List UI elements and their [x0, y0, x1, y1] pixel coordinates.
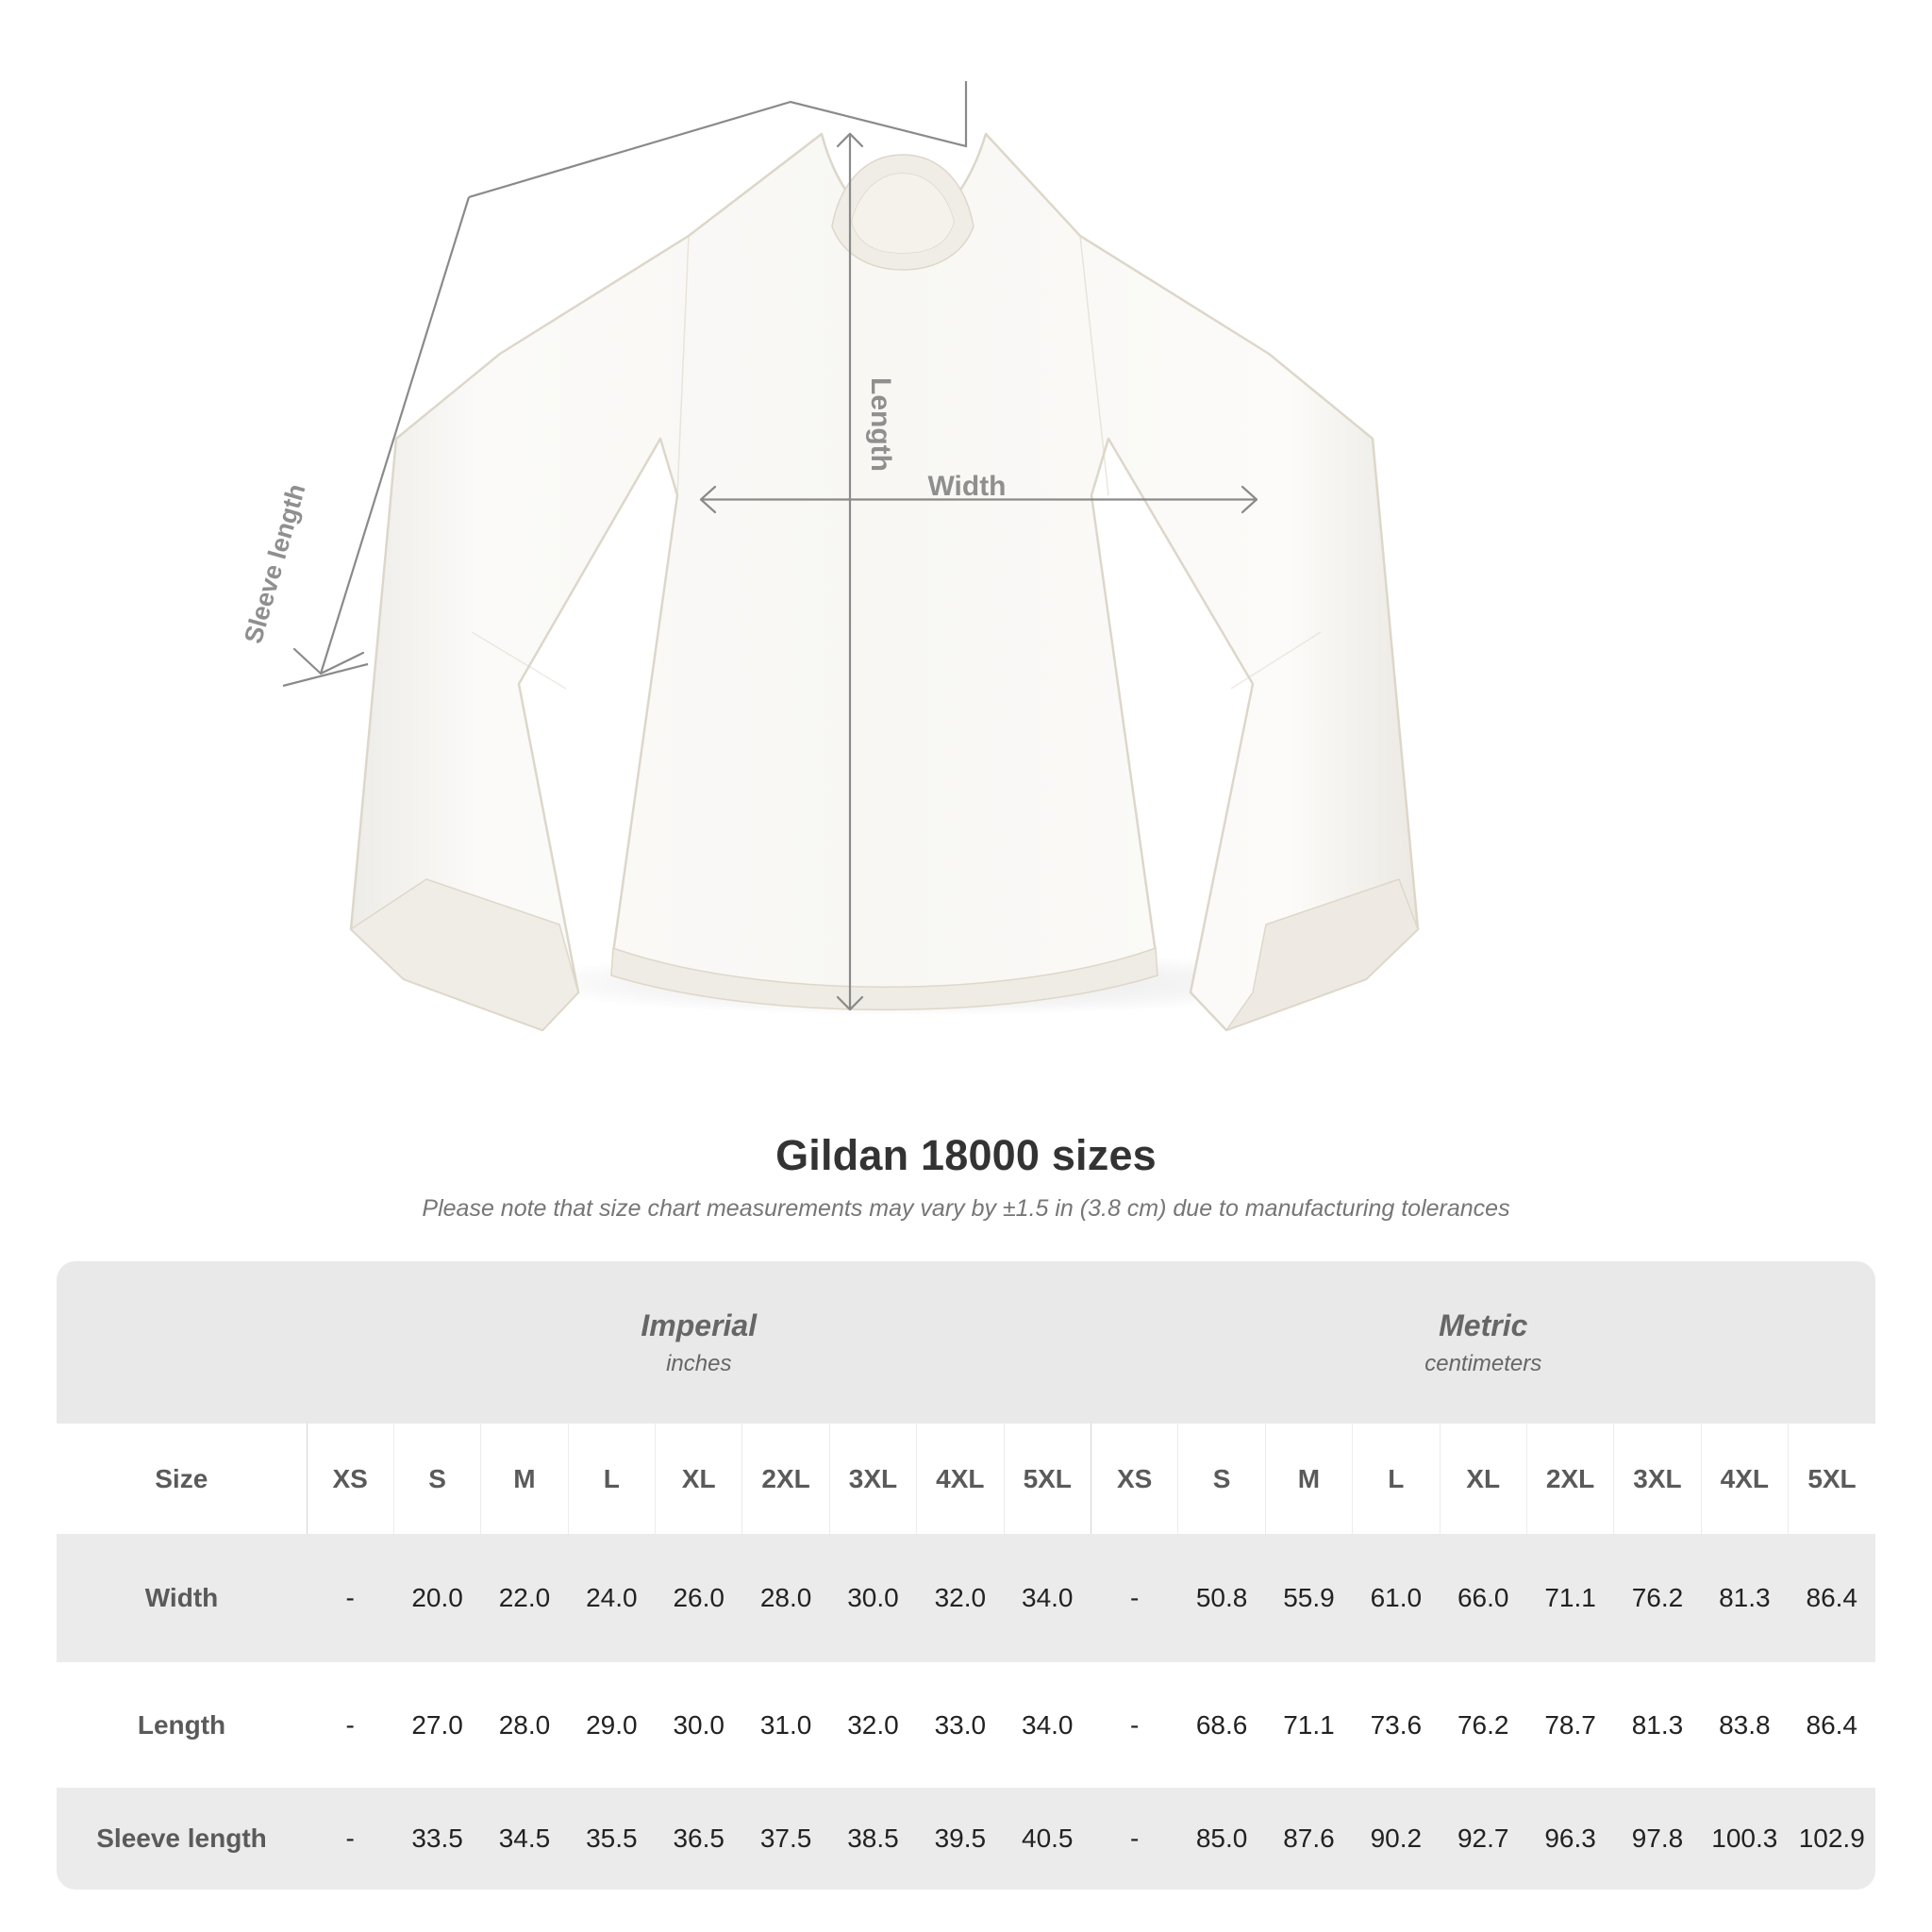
svg-text:Sleeve length: Sleeve length [239, 481, 310, 647]
svg-text:Length: Length [865, 377, 896, 472]
svg-text:Width: Width [927, 471, 1006, 502]
